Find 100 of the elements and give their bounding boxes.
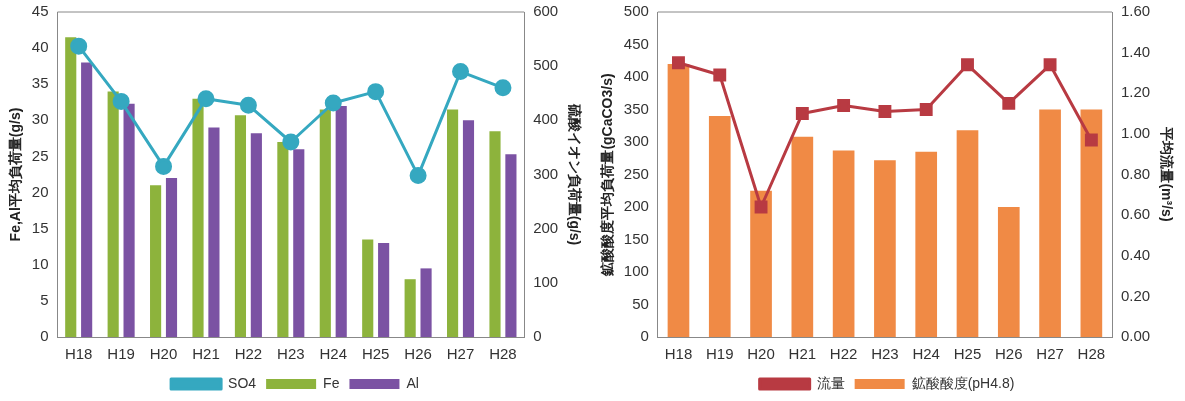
y2-tick-label: 400 xyxy=(533,110,559,128)
bar xyxy=(293,149,305,337)
y2-tick-label: 0.00 xyxy=(1121,327,1151,345)
bar xyxy=(447,109,459,337)
bar xyxy=(378,243,390,337)
point xyxy=(155,157,173,175)
y-tick-label: 250 xyxy=(623,164,649,182)
bar xyxy=(956,130,979,337)
point xyxy=(1002,96,1016,110)
point xyxy=(1084,133,1098,147)
y-tick-label: 100 xyxy=(623,262,649,280)
y2-tick-label: 0.20 xyxy=(1121,286,1151,304)
x-tick-label: H20 xyxy=(747,345,775,363)
y-tick-label: 5 xyxy=(40,291,49,309)
y-tick-label: 0 xyxy=(40,327,49,345)
y-tick-label: 300 xyxy=(623,132,649,150)
bar xyxy=(165,178,178,337)
y-tick-label: 350 xyxy=(623,99,649,117)
legend-label: Fe xyxy=(323,374,340,391)
bar xyxy=(335,105,347,337)
bar xyxy=(1039,109,1061,337)
bar xyxy=(404,279,416,337)
point xyxy=(282,133,300,151)
bar xyxy=(234,115,247,337)
y2-tick-label: 600 xyxy=(533,2,559,20)
bar xyxy=(462,120,475,337)
y2-tick-label: 0 xyxy=(533,327,542,345)
y-tick-label: 40 xyxy=(31,38,49,56)
point xyxy=(672,56,685,70)
x-tick-label: H26 xyxy=(404,345,432,363)
bar xyxy=(667,64,690,337)
point xyxy=(239,96,257,114)
y-tick-label: 20 xyxy=(31,182,49,200)
y2-tick-label: 0.80 xyxy=(1121,164,1151,182)
x-tick-label: H21 xyxy=(192,345,220,363)
point xyxy=(494,79,512,97)
bar xyxy=(750,190,772,337)
x-tick-label: H26 xyxy=(995,345,1023,363)
y-axis-title: Fe,Al平均負荷量(g/s) xyxy=(7,107,24,242)
x-tick-label: H27 xyxy=(446,345,475,363)
x-tick-label: H22 xyxy=(829,345,858,363)
point xyxy=(112,92,130,110)
bar xyxy=(65,37,77,337)
y2-axis-title: 平均流量(m³/s) xyxy=(1158,126,1175,222)
y2-tick-label: 1.40 xyxy=(1121,42,1151,60)
y-tick-label: 150 xyxy=(623,229,649,247)
legend-label: SO4 xyxy=(228,374,257,391)
x-tick-label: H19 xyxy=(107,345,135,363)
bar xyxy=(1080,109,1103,337)
x-tick-label: H18 xyxy=(664,345,693,363)
point xyxy=(409,167,427,185)
legend-label: 鉱酸酸度(pH4.8) xyxy=(911,374,1015,391)
bar xyxy=(277,142,289,337)
x-tick-label: H24 xyxy=(912,345,940,363)
x-tick-label: H28 xyxy=(489,345,517,363)
legend-label: Al xyxy=(406,374,419,391)
bar xyxy=(997,207,1020,337)
y2-tick-label: 200 xyxy=(533,218,559,236)
point xyxy=(1043,58,1057,72)
y2-tick-label: 1.20 xyxy=(1121,83,1151,101)
y-tick-label: 0 xyxy=(640,327,649,345)
y2-tick-label: 500 xyxy=(533,56,559,74)
x-tick-label: H27 xyxy=(1036,345,1064,363)
y-tick-label: 25 xyxy=(31,146,49,164)
bar xyxy=(81,62,93,337)
y-tick-label: 500 xyxy=(623,2,649,20)
point xyxy=(324,94,342,112)
y-tick-label: 35 xyxy=(31,74,49,92)
y-tick-label: 450 xyxy=(623,34,649,52)
x-tick-label: H22 xyxy=(234,345,263,363)
x-tick-label: H18 xyxy=(64,345,93,363)
y2-tick-label: 0.40 xyxy=(1121,245,1151,263)
x-tick-label: H21 xyxy=(788,345,817,363)
y2-tick-label: 100 xyxy=(533,272,559,290)
y-axis-title: 鉱酸酸度平均負荷量(gCaCO3/s) xyxy=(599,73,616,277)
point xyxy=(70,37,88,55)
bar xyxy=(505,154,517,337)
point xyxy=(919,103,933,116)
x-tick-label: H25 xyxy=(953,345,982,363)
bar xyxy=(874,160,896,337)
bar xyxy=(150,185,162,337)
point xyxy=(197,90,215,108)
bar xyxy=(915,151,938,337)
x-tick-label: H23 xyxy=(277,345,305,363)
x-tick-label: H23 xyxy=(871,345,899,363)
y2-tick-label: 300 xyxy=(533,164,559,182)
legend-label: 流量 xyxy=(816,374,845,391)
bar xyxy=(208,127,220,337)
point xyxy=(837,98,851,112)
point xyxy=(367,83,385,101)
y-tick-label: 10 xyxy=(31,254,49,272)
y-tick-label: 400 xyxy=(623,67,649,85)
point xyxy=(961,58,974,72)
y2-tick-label: 1.60 xyxy=(1121,2,1151,20)
bar xyxy=(420,268,432,337)
x-tick-label: H28 xyxy=(1077,345,1106,363)
y2-tick-label: 1.00 xyxy=(1121,124,1151,142)
bar xyxy=(489,131,501,337)
y-tick-label: 30 xyxy=(31,110,49,128)
bar xyxy=(832,150,855,337)
